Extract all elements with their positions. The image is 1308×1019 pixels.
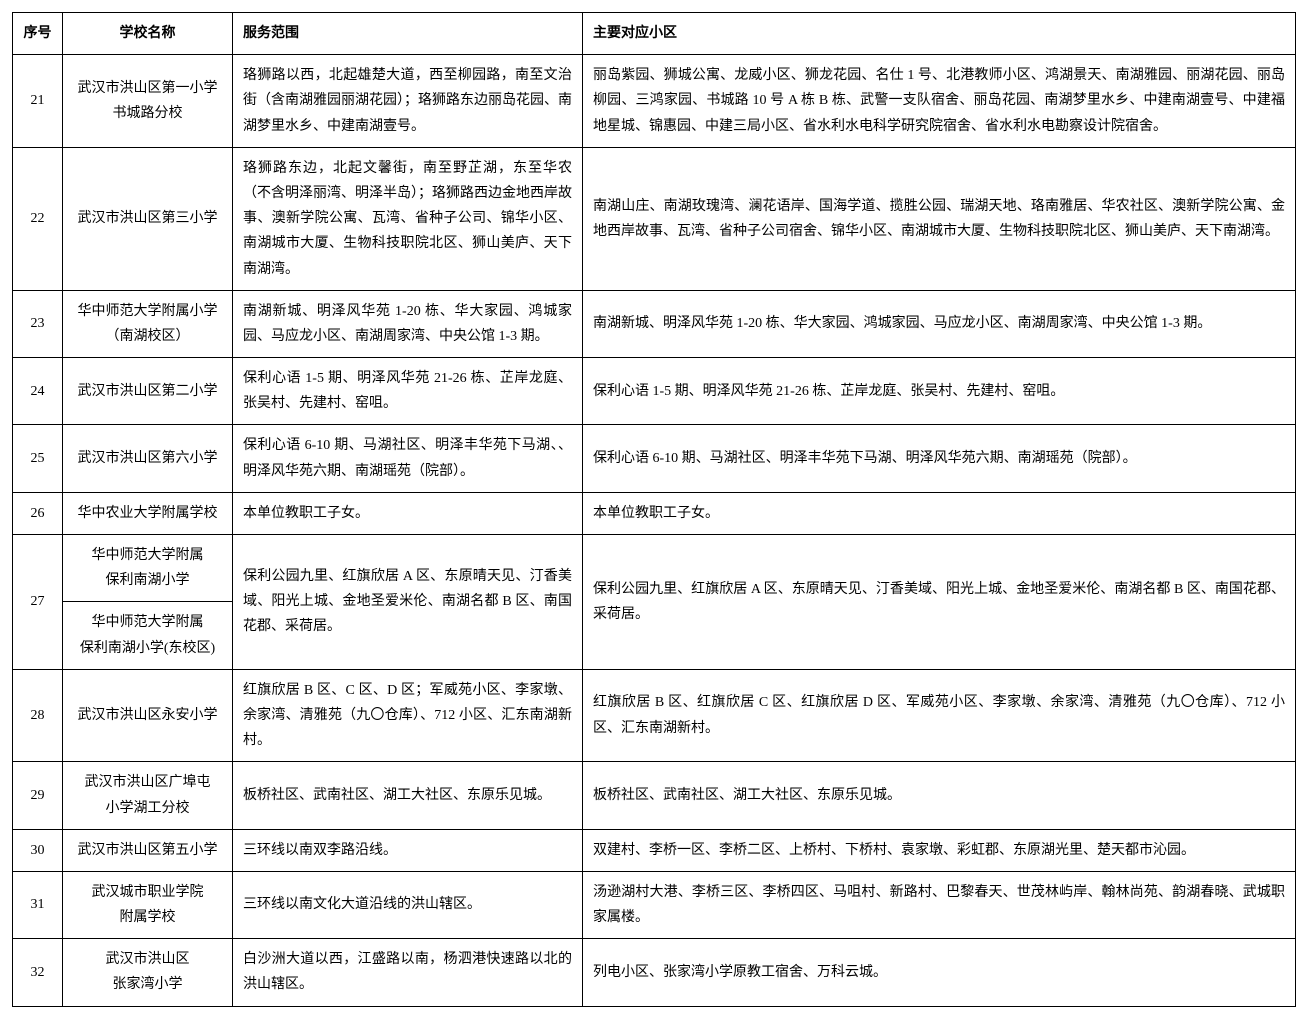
cell-community: 列电小区、张家湾小学原教工宿舍、万科云城。 (583, 939, 1296, 1006)
table-row: 29 武汉市洪山区广埠屯小学湖工分校 板桥社区、武南社区、湖工大社区、东原乐见城… (13, 762, 1296, 829)
cell-scope: 保利公园九里、红旗欣居 A 区、东原晴天见、汀香美域、阳光上城、金地圣爱米伦、南… (233, 535, 583, 670)
cell-school: 武汉市洪山区第三小学 (63, 147, 233, 290)
cell-community: 南湖新城、明泽风华苑 1-20 栋、华大家园、鸿城家园、马应龙小区、南湖周家湾、… (583, 290, 1296, 357)
cell-seq: 24 (13, 358, 63, 425)
cell-school: 武汉市洪山区永安小学 (63, 669, 233, 762)
cell-community: 南湖山庄、南湖玫瑰湾、澜花语岸、国海学道、揽胜公园、瑞湖天地、珞南雅居、华农社区… (583, 147, 1296, 290)
cell-school: 武汉市洪山区广埠屯小学湖工分校 (63, 762, 233, 829)
cell-scope: 珞狮路东边，北起文馨街，南至野芷湖，东至华农（不含明泽丽湾、明泽半岛）；珞狮路西… (233, 147, 583, 290)
cell-community: 保利心语 1-5 期、明泽风华苑 21-26 栋、芷岸龙庭、张吴村、先建村、窑咀… (583, 358, 1296, 425)
table-row: 32 武汉市洪山区张家湾小学 白沙洲大道以西，江盛路以南，杨泗港快速路以北的洪山… (13, 939, 1296, 1006)
cell-school: 华中农业大学附属学校 (63, 492, 233, 534)
cell-community: 保利公园九里、红旗欣居 A 区、东原晴天见、汀香美域、阳光上城、金地圣爱米伦、南… (583, 535, 1296, 670)
table-row: 27 华中师范大学附属保利南湖小学 保利公园九里、红旗欣居 A 区、东原晴天见、… (13, 535, 1296, 602)
cell-seq: 32 (13, 939, 63, 1006)
cell-scope: 本单位教职工子女。 (233, 492, 583, 534)
cell-scope: 南湖新城、明泽风华苑 1-20 栋、华大家园、鸿城家园、马应龙小区、南湖周家湾、… (233, 290, 583, 357)
header-school: 学校名称 (63, 13, 233, 55)
cell-community: 本单位教职工子女。 (583, 492, 1296, 534)
header-scope: 服务范围 (233, 13, 583, 55)
cell-community: 汤逊湖村大港、李桥三区、李桥四区、马咀村、新路村、巴黎春天、世茂林屿岸、翰林尚苑… (583, 871, 1296, 938)
table-body: 21 武汉市洪山区第一小学书城路分校 珞狮路以西，北起雄楚大道，西至柳园路，南至… (13, 55, 1296, 1006)
cell-scope: 保利心语 6-10 期、马湖社区、明泽丰华苑下马湖、、明泽风华苑六期、南湖瑶苑（… (233, 425, 583, 492)
cell-seq: 27 (13, 535, 63, 670)
cell-seq: 30 (13, 829, 63, 871)
header-community: 主要对应小区 (583, 13, 1296, 55)
table-row: 28 武汉市洪山区永安小学 红旗欣居 B 区、C 区、D 区；军威苑小区、李家墩… (13, 669, 1296, 762)
cell-school: 武汉市洪山区张家湾小学 (63, 939, 233, 1006)
cell-scope: 三环线以南双李路沿线。 (233, 829, 583, 871)
cell-community: 保利心语 6-10 期、马湖社区、明泽丰华苑下马湖、明泽风华苑六期、南湖瑶苑（院… (583, 425, 1296, 492)
table-header: 序号 学校名称 服务范围 主要对应小区 (13, 13, 1296, 55)
cell-seq: 21 (13, 55, 63, 148)
cell-school: 武汉城市职业学院附属学校 (63, 871, 233, 938)
cell-school: 武汉市洪山区第一小学书城路分校 (63, 55, 233, 148)
cell-community: 红旗欣居 B 区、红旗欣居 C 区、红旗欣居 D 区、军威苑小区、李家墩、余家湾… (583, 669, 1296, 762)
table-row: 31 武汉城市职业学院附属学校 三环线以南文化大道沿线的洪山辖区。 汤逊湖村大港… (13, 871, 1296, 938)
table-row: 21 武汉市洪山区第一小学书城路分校 珞狮路以西，北起雄楚大道，西至柳园路，南至… (13, 55, 1296, 148)
cell-school: 华中师范大学附属保利南湖小学 (63, 535, 233, 602)
table-row: 23 华中师范大学附属小学（南湖校区） 南湖新城、明泽风华苑 1-20 栋、华大… (13, 290, 1296, 357)
cell-scope: 珞狮路以西，北起雄楚大道，西至柳园路，南至文治街（含南湖雅园丽湖花园）；珞狮路东… (233, 55, 583, 148)
cell-seq: 22 (13, 147, 63, 290)
cell-school: 华中师范大学附属保利南湖小学(东校区) (63, 602, 233, 669)
cell-scope: 红旗欣居 B 区、C 区、D 区；军威苑小区、李家墩、余家湾、清雅苑（九〇仓库）… (233, 669, 583, 762)
cell-seq: 25 (13, 425, 63, 492)
cell-community: 板桥社区、武南社区、湖工大社区、东原乐见城。 (583, 762, 1296, 829)
school-table: 序号 学校名称 服务范围 主要对应小区 21 武汉市洪山区第一小学书城路分校 珞… (12, 12, 1296, 1007)
cell-seq: 28 (13, 669, 63, 762)
table-row: 24 武汉市洪山区第二小学 保利心语 1-5 期、明泽风华苑 21-26 栋、芷… (13, 358, 1296, 425)
cell-scope: 白沙洲大道以西，江盛路以南，杨泗港快速路以北的洪山辖区。 (233, 939, 583, 1006)
table-row: 26 华中农业大学附属学校 本单位教职工子女。 本单位教职工子女。 (13, 492, 1296, 534)
header-seq: 序号 (13, 13, 63, 55)
cell-school: 武汉市洪山区第六小学 (63, 425, 233, 492)
cell-seq: 31 (13, 871, 63, 938)
table-row: 25 武汉市洪山区第六小学 保利心语 6-10 期、马湖社区、明泽丰华苑下马湖、… (13, 425, 1296, 492)
cell-school: 武汉市洪山区第二小学 (63, 358, 233, 425)
cell-seq: 23 (13, 290, 63, 357)
cell-scope: 板桥社区、武南社区、湖工大社区、东原乐见城。 (233, 762, 583, 829)
table-row: 22 武汉市洪山区第三小学 珞狮路东边，北起文馨街，南至野芷湖，东至华农（不含明… (13, 147, 1296, 290)
table-row: 30 武汉市洪山区第五小学 三环线以南双李路沿线。 双建村、李桥一区、李桥二区、… (13, 829, 1296, 871)
cell-scope: 三环线以南文化大道沿线的洪山辖区。 (233, 871, 583, 938)
cell-seq: 29 (13, 762, 63, 829)
cell-community: 双建村、李桥一区、李桥二区、上桥村、下桥村、袁家墩、彩虹郡、东原湖光里、楚天都市… (583, 829, 1296, 871)
cell-seq: 26 (13, 492, 63, 534)
cell-school: 华中师范大学附属小学（南湖校区） (63, 290, 233, 357)
cell-community: 丽岛紫园、狮城公寓、龙威小区、狮龙花园、名仕 1 号、北港教师小区、鸿湖景天、南… (583, 55, 1296, 148)
cell-school: 武汉市洪山区第五小学 (63, 829, 233, 871)
cell-scope: 保利心语 1-5 期、明泽风华苑 21-26 栋、芷岸龙庭、张吴村、先建村、窑咀… (233, 358, 583, 425)
